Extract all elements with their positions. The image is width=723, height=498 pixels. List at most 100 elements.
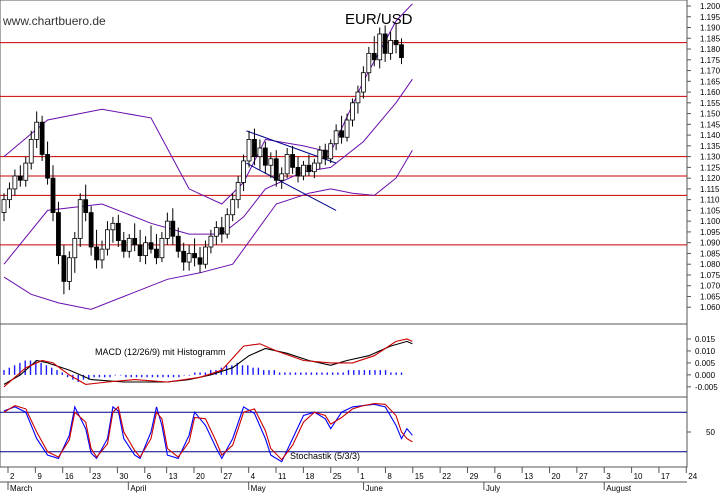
candle-body — [224, 214, 230, 235]
candle-8 — [45, 141, 50, 185]
macd-histogram-bar — [363, 370, 366, 375]
date-tick-label: 6 — [497, 472, 502, 481]
price-tick-label: 1.090 — [700, 239, 721, 248]
candle-39 — [213, 221, 219, 245]
candle-24 — [132, 223, 138, 252]
date-tick-label: 1 — [360, 472, 365, 481]
stochastics-line-1 — [3, 403, 413, 461]
date-tick-label: 30 — [119, 472, 128, 481]
macd-histogram-bar — [353, 370, 355, 375]
candle-body — [45, 154, 50, 179]
candle-44 — [241, 154, 246, 192]
candle-26 — [143, 236, 148, 265]
candle-body — [268, 158, 274, 166]
date-tick-label: 20 — [196, 472, 205, 481]
date-tick-label: 24 — [688, 472, 697, 481]
price-tick-label: 1.130 — [700, 153, 721, 162]
macd-histogram-bar — [321, 372, 323, 375]
macd-histogram-bar — [82, 374, 85, 380]
date-tick-label: 9 — [37, 472, 42, 481]
candle-9 — [50, 165, 56, 222]
candle-body — [143, 242, 148, 256]
macd-histogram-bar — [347, 370, 350, 375]
macd-tick-label: 0.010 — [695, 347, 716, 356]
candle-67 — [366, 46, 372, 82]
date-tick-label: 27 — [579, 472, 588, 481]
candle-body — [66, 257, 72, 282]
price-tick-label: 1.165 — [700, 77, 721, 86]
candle-body — [377, 33, 383, 61]
price-tick-label: 1.080 — [700, 260, 721, 269]
stochastics-y-axis: 50 — [687, 428, 715, 437]
macd-histogram-bar — [98, 374, 101, 378]
candle-body — [328, 143, 334, 160]
month-label: May — [251, 484, 266, 493]
macd-histogram-bar — [358, 370, 360, 375]
candle-body — [344, 119, 350, 138]
candle-7 — [39, 115, 45, 161]
candle-body — [115, 222, 121, 241]
price-tick-label: 1.105 — [700, 206, 721, 215]
candle-body — [208, 235, 214, 248]
chart-title: EUR/USD — [345, 11, 413, 28]
candle-body — [159, 237, 165, 259]
candle-52 — [284, 148, 290, 179]
macd-histogram-bar — [77, 374, 79, 383]
candle-3 — [17, 165, 23, 187]
macd-histogram-bar — [204, 372, 207, 375]
date-tick-label: 11 — [278, 472, 287, 481]
candle-29 — [159, 231, 165, 263]
candle-body — [219, 227, 225, 235]
macd-tick-label: 0.005 — [695, 359, 716, 368]
candle-66 — [360, 66, 366, 99]
macd-label: MACD (12/26/9) mit Histogramm — [95, 347, 226, 357]
macd-histogram-bar — [35, 360, 37, 375]
candle-body — [360, 72, 366, 93]
candle-64 — [350, 98, 355, 127]
candle-body — [72, 237, 78, 259]
candle-58 — [317, 145, 323, 170]
macd-histogram-bar — [40, 362, 42, 375]
candle-59 — [322, 143, 328, 166]
candle-body — [262, 147, 268, 166]
candle-body — [192, 253, 197, 259]
month-label: April — [130, 484, 146, 493]
date-tick-label: 22 — [442, 472, 451, 481]
candle-31 — [170, 208, 176, 245]
macd-tick-label: 0.015 — [695, 335, 716, 344]
candle-body — [56, 212, 61, 257]
candle-body — [230, 199, 236, 216]
candle-body — [137, 244, 143, 257]
macd-histogram-bar — [294, 372, 297, 375]
macd-histogram-bar — [262, 370, 265, 375]
candle-body — [290, 154, 295, 168]
macd-histogram-bar — [29, 360, 32, 375]
candle-body — [273, 158, 279, 181]
candle-65 — [355, 85, 361, 114]
candle-36 — [197, 246, 203, 273]
candle-body — [213, 227, 219, 237]
candle-63 — [344, 113, 350, 142]
candle-16 — [88, 206, 94, 256]
price-tick-label: 1.140 — [700, 131, 721, 140]
candle-body — [132, 237, 138, 246]
macd-histogram-bar — [156, 374, 159, 378]
candle-body — [295, 166, 301, 177]
macd-histogram-bar — [231, 365, 233, 375]
macd-histogram-bar — [183, 374, 185, 376]
macd-histogram-bar — [45, 365, 48, 375]
macd-histogram-bar — [331, 372, 334, 375]
macd-histogram-bar — [172, 374, 175, 378]
candle-6 — [34, 111, 40, 149]
macd-histogram-bar — [257, 367, 260, 375]
date-tick-label: 15 — [415, 472, 424, 481]
macd-histogram-bar — [289, 372, 291, 375]
candle-body — [39, 121, 45, 155]
macd-histogram-bar — [56, 370, 58, 375]
candle-body — [121, 240, 127, 252]
macd-line-1 — [3, 338, 413, 388]
candle-5 — [28, 130, 34, 170]
price-tick-label: 1.085 — [700, 249, 721, 258]
